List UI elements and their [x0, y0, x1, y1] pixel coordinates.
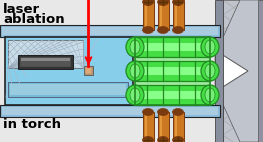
Ellipse shape [143, 27, 154, 34]
Bar [2, 107, 218, 115]
Bar [0, 105, 220, 117]
Bar [10, 84, 126, 95]
Bar [84, 66, 93, 75]
Bar [139, 43, 206, 51]
Bar [135, 37, 210, 105]
Ellipse shape [130, 64, 140, 78]
Ellipse shape [205, 40, 215, 54]
Ellipse shape [130, 88, 140, 102]
Ellipse shape [126, 61, 144, 81]
Ellipse shape [173, 108, 184, 115]
Bar [143, 112, 154, 142]
Bar [21, 58, 70, 61]
Bar [135, 37, 210, 57]
Bar [173, 112, 184, 142]
Bar [85, 67, 92, 74]
Ellipse shape [158, 0, 169, 6]
Bar [2, 27, 218, 35]
Ellipse shape [205, 64, 215, 78]
Bar [215, 0, 223, 142]
Bar [135, 61, 210, 81]
Ellipse shape [201, 37, 219, 57]
Text: laser: laser [3, 3, 40, 16]
Ellipse shape [173, 136, 184, 142]
Bar [8, 82, 128, 97]
Bar [143, 0, 154, 30]
Ellipse shape [126, 37, 144, 57]
Text: ablation: ablation [3, 13, 65, 26]
Bar [173, 0, 184, 30]
Polygon shape [218, 52, 248, 90]
Ellipse shape [158, 27, 169, 34]
Ellipse shape [158, 136, 169, 142]
Ellipse shape [205, 88, 215, 102]
Bar [223, 0, 263, 142]
Ellipse shape [201, 85, 219, 105]
Bar [0, 25, 220, 37]
Bar [158, 112, 169, 142]
Bar [135, 85, 210, 105]
Bar [8, 40, 83, 68]
Ellipse shape [126, 85, 144, 105]
Polygon shape [215, 0, 263, 142]
Bar [135, 37, 210, 105]
Bar [158, 0, 169, 30]
Ellipse shape [130, 40, 140, 54]
Ellipse shape [201, 61, 219, 81]
Bar [258, 0, 263, 142]
Ellipse shape [158, 108, 169, 115]
Bar [5, 37, 133, 105]
Bar [139, 67, 206, 75]
Bar [139, 91, 206, 99]
Bar [20, 57, 71, 67]
Ellipse shape [143, 108, 154, 115]
Ellipse shape [173, 0, 184, 6]
Ellipse shape [143, 136, 154, 142]
Text: in torch: in torch [3, 118, 61, 131]
Ellipse shape [143, 0, 154, 6]
Bar [18, 55, 73, 69]
Ellipse shape [173, 27, 184, 34]
